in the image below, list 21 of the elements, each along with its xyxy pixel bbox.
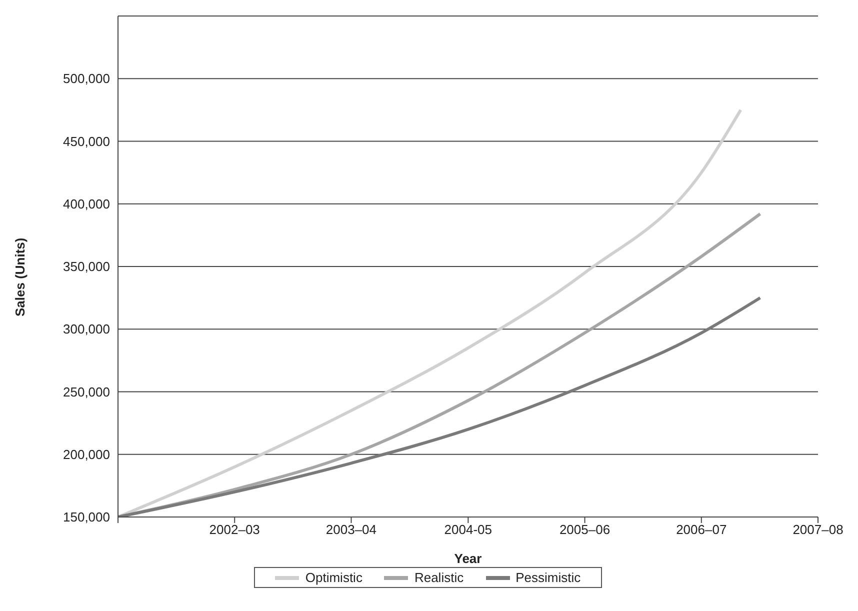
y-tick-label: 250,000 [63,384,110,400]
y-tick-label: 350,000 [63,259,110,274]
legend-label: Optimistic [305,570,362,585]
x-tick-label: 2005–06 [559,522,610,538]
y-tick-label: 300,000 [63,322,110,337]
y-tick-label: 200,000 [63,446,110,462]
y-tick-label: 450,000 [63,134,110,149]
x-tick-label: 2002–03 [209,522,260,538]
legend-label: Pessimistic [516,570,581,585]
x-tick-label: 2006–07 [676,522,727,538]
x-axis-title: Year [454,551,482,566]
y-tick-label: 150,000 [63,510,110,525]
y-tick-label: 400,000 [63,196,110,212]
x-tick-label: 2007–08 [792,522,844,538]
legend-label: Realistic [414,570,464,585]
line-series [118,296,762,517]
x-tick-label: 2003–04 [326,522,377,538]
line-series [118,108,742,517]
y-tick-label: 500,000 [63,71,110,86]
y-axis-title: Sales (Units) [12,238,28,316]
x-tick-label: 2004-05 [444,522,492,538]
